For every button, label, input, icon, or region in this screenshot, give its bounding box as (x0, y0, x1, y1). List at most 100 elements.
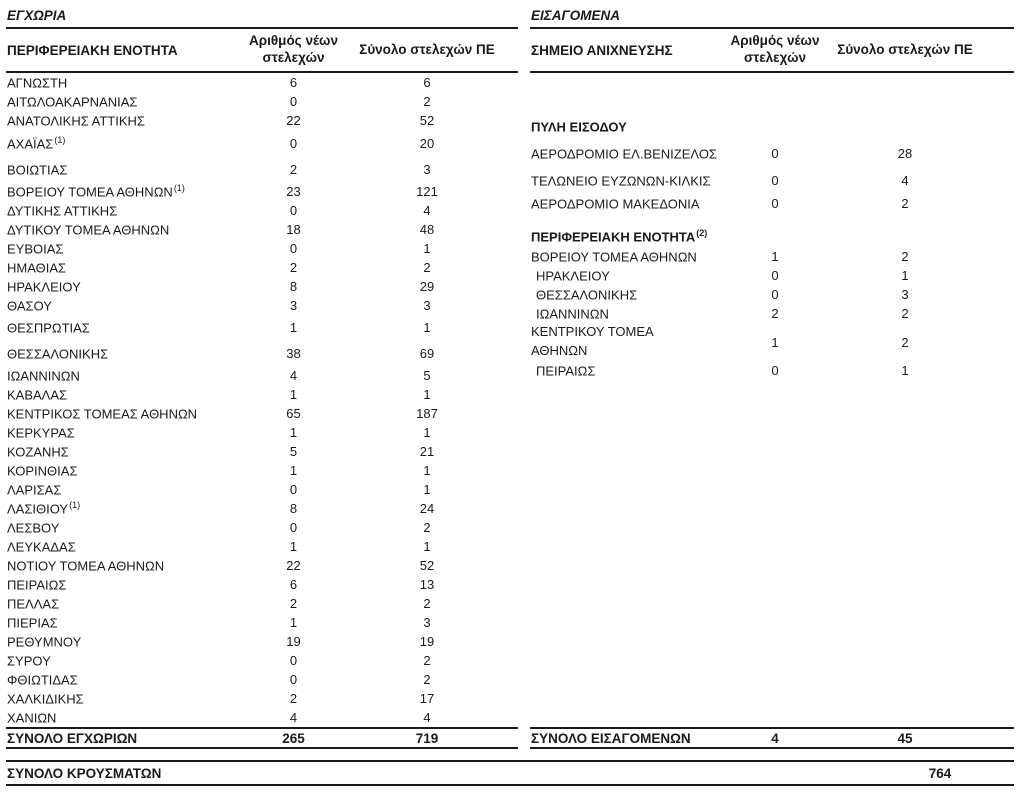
new-strains-value: 0 (289, 136, 298, 151)
region-label: ΗΜΑΘΙΑΣ (7, 260, 67, 276)
total-strains-value: 17 (419, 691, 435, 706)
table-row: ΑΙΤΩΛΟΑΚΑΡΝΑΝΙΑΣ 0 2 (6, 92, 518, 111)
total-strains-value: 1 (423, 463, 431, 478)
table-row: ΑΧΑΪΑΣ(1) 0 20 (6, 130, 518, 157)
new-strains-value: 0 (289, 672, 298, 687)
column-header-total-strains: Σύνολο στελεχών ΠΕ (359, 41, 495, 57)
table-row: ΒΟΙΩΤΙΑΣ 2 3 (6, 157, 518, 181)
imported-total-row: ΣΥΝΟΛΟ ΕΙΣΑΓΟΜΕΝΩΝ 4 45 (530, 727, 1014, 749)
total-strains-value: 1 (423, 320, 431, 335)
region-label: ΘΑΣΟΥ (7, 298, 52, 314)
table-row: ΧΑΛΚΙΔΙΚΗΣ 2 17 (6, 689, 518, 708)
table-row: ΒΟΡΕΙΟΥ ΤΟΜΕΑ ΑΘΗΝΩΝ(1) 23 121 (6, 181, 518, 201)
total-strains-value: 4 (423, 710, 431, 725)
table-row: ΗΡΑΚΛΕΙΟΥ 0 1 (530, 266, 1014, 285)
table-row: ΠΥΛΗ ΕΙΣΟΔΟΥ (530, 113, 1014, 139)
region-label: ΚΕΡΚΥΡΑΣ (7, 425, 75, 441)
total-strains-value: 19 (419, 634, 435, 649)
new-strains-value: 8 (289, 279, 298, 294)
domestic-table-title: ΕΓΧΩΡΙΑ (6, 8, 518, 29)
new-strains-value: 23 (286, 183, 301, 199)
column-header-total-strains: Σύνολο στελεχών ΠΕ (837, 41, 973, 57)
table-row: ΠΙΕΡΙΑΣ 1 3 (6, 613, 518, 632)
total-strains-value: 4 (901, 172, 909, 188)
region-label: ΔΥΤΙΚΗΣ ΑΤΤΙΚΗΣ (7, 203, 118, 219)
new-strains-value: 2 (289, 596, 298, 611)
table-row: ΧΑΝΙΩΝ 4 4 (6, 708, 518, 727)
region-label: ΗΡΑΚΛΕΙΟΥ (7, 279, 81, 295)
footnote-marker: (2) (696, 227, 708, 238)
domestic-table-body: ΑΓΝΩΣΤΗ 6 6 ΑΙΤΩΛΟΑΚΑΡΝΑΝΙΑΣ 0 2 ΑΝΑΤΟΛΙ… (6, 73, 518, 727)
new-strains-value: 1 (289, 387, 298, 402)
new-strains-value: 0 (771, 268, 779, 283)
table-row: ΦΘΙΩΤΙΔΑΣ 0 2 (6, 670, 518, 689)
detection-point-label: ΙΩΑΝΝΙΝΩΝ (536, 306, 609, 322)
table-row: ΕΥΒΟΙΑΣ 0 1 (6, 239, 518, 258)
column-header-region: ΠΕΡΙΦΕΡΕΙΑΚΗ ΕΝΟΤΗΤΑ (7, 42, 178, 58)
total-strains-value: 1 (423, 387, 431, 402)
footnote-marker: (1) (54, 135, 66, 146)
new-strains-value: 0 (771, 172, 779, 188)
new-strains-value: 0 (771, 195, 779, 211)
column-header-new-strains: Αριθμός νέων στελεχών (730, 33, 820, 65)
column-header-new-strains: Αριθμός νέων στελεχών (249, 33, 338, 65)
region-label: ΠΙΕΡΙΑΣ (7, 615, 58, 631)
new-strains-value: 0 (289, 482, 298, 497)
new-strains-value: 6 (289, 75, 298, 90)
table-row: ΚΕΝΤΡΙΚΟΣ ΤΟΜΕΑΣ ΑΘΗΝΩΝ 65 187 (6, 404, 518, 423)
domestic-total-new: 265 (282, 730, 305, 746)
new-strains-value: 6 (289, 577, 298, 592)
new-strains-value: 22 (286, 113, 301, 128)
new-strains-value: 38 (286, 345, 301, 361)
region-label: ΡΕΘΥΜΝΟΥ (7, 634, 82, 650)
total-strains-value: 48 (419, 222, 435, 237)
total-strains-value: 2 (901, 195, 909, 211)
total-strains-value: 2 (423, 260, 431, 275)
total-strains-value: 1 (423, 241, 431, 256)
imported-total-label: ΣΥΝΟΛΟ ΕΙΣΑΓΟΜΕΝΩΝ (531, 730, 691, 746)
total-strains-value: 24 (419, 501, 435, 516)
table-row: ΙΩΑΝΝΙΝΩΝ 4 5 (6, 366, 518, 385)
table-row: ΑΕΡΟΔΡΟΜΙΟ ΕΛ.ΒΕΝΙΖΕΛΟΣ 0 28 (530, 139, 1014, 167)
table-row: ΚΑΒΑΛΑΣ 1 1 (6, 385, 518, 404)
total-strains-value: 1 (423, 482, 431, 497)
new-strains-value: 2 (289, 691, 298, 706)
region-label: ΕΥΒΟΙΑΣ (7, 241, 64, 257)
total-strains-value: 2 (901, 306, 909, 321)
domestic-table: ΕΓΧΩΡΙΑ ΠΕΡΙΦΕΡΕΙΑΚΗ ΕΝΟΤΗΤΑ Αριθμός νέω… (6, 8, 518, 749)
new-strains-value: 0 (289, 520, 298, 535)
imported-table-title: ΕΙΣΑΓΟΜΕΝΑ (530, 8, 1014, 29)
table-row: ΑΝΑΤΟΛΙΚΗΣ ΑΤΤΙΚΗΣ 22 52 (6, 111, 518, 130)
region-label: ΒΟΡΕΙΟΥ ΤΟΜΕΑ ΑΘΗΝΩΝ(1) (7, 182, 185, 199)
detection-point-label: ΒΟΡΕΙΟΥ ΤΟΜΕΑ ΑΘΗΝΩΝ (531, 249, 697, 265)
table-row: ΑΕΡΟΔΡΟΜΙΟ ΜΑΚΕΔΟΝΙΑ 0 2 (530, 193, 1014, 213)
table-row: ΗΡΑΚΛΕΙΟΥ 8 29 (6, 277, 518, 296)
imported-table: ΕΙΣΑΓΟΜΕΝΑ ΣΗΜΕΙΟ ΑΝΙΧΝΕΥΣΗΣ Αριθμός νέω… (530, 8, 1014, 749)
imported-table-body: ΠΥΛΗ ΕΙΣΟΔΟΥ ΑΕΡΟΔΡΟΜΙΟ ΕΛ.ΒΕΝΙΖΕΛΟΣ 0 2… (530, 73, 1014, 727)
total-strains-value: 1 (901, 268, 909, 283)
table-row: ΘΑΣΟΥ 3 3 (6, 296, 518, 315)
new-strains-value: 0 (771, 145, 779, 161)
detection-point-label: ΘΕΣΣΑΛΟΝΙΚΗΣ (536, 287, 638, 303)
region-label: ΚΑΒΑΛΑΣ (7, 387, 68, 403)
region-label: ΑΧΑΪΑΣ(1) (7, 135, 66, 152)
table-row: ΚΕΡΚΥΡΑΣ 1 1 (6, 423, 518, 442)
new-strains-value: 0 (771, 287, 779, 302)
detection-point-label: ΑΕΡΟΔΡΟΜΙΟ ΕΛ.ΒΕΝΙΖΕΛΟΣ (531, 145, 717, 161)
new-strains-value: 0 (289, 94, 298, 109)
region-label: ΚΟΖΑΝΗΣ (7, 444, 69, 460)
region-label: ΛΑΣΙΘΙΟΥ(1) (7, 500, 81, 517)
table-row: ΣΥΡΟΥ 0 2 (6, 651, 518, 670)
new-strains-value: 19 (286, 634, 301, 649)
new-strains-value: 8 (289, 501, 298, 516)
region-label: ΛΕΥΚΑΔΑΣ (7, 539, 76, 555)
total-strains-value: 2 (423, 672, 431, 687)
total-strains-value: 2 (423, 596, 431, 611)
footnote-marker: (1) (69, 500, 81, 511)
region-label: ΧΑΛΚΙΔΙΚΗΣ (7, 691, 84, 707)
total-strains-value: 20 (419, 136, 435, 151)
total-strains-value: 52 (419, 558, 435, 573)
total-strains-value: 121 (416, 183, 438, 199)
table-row: ΘΕΣΣΑΛΟΝΙΚΗΣ 38 69 (6, 340, 518, 366)
